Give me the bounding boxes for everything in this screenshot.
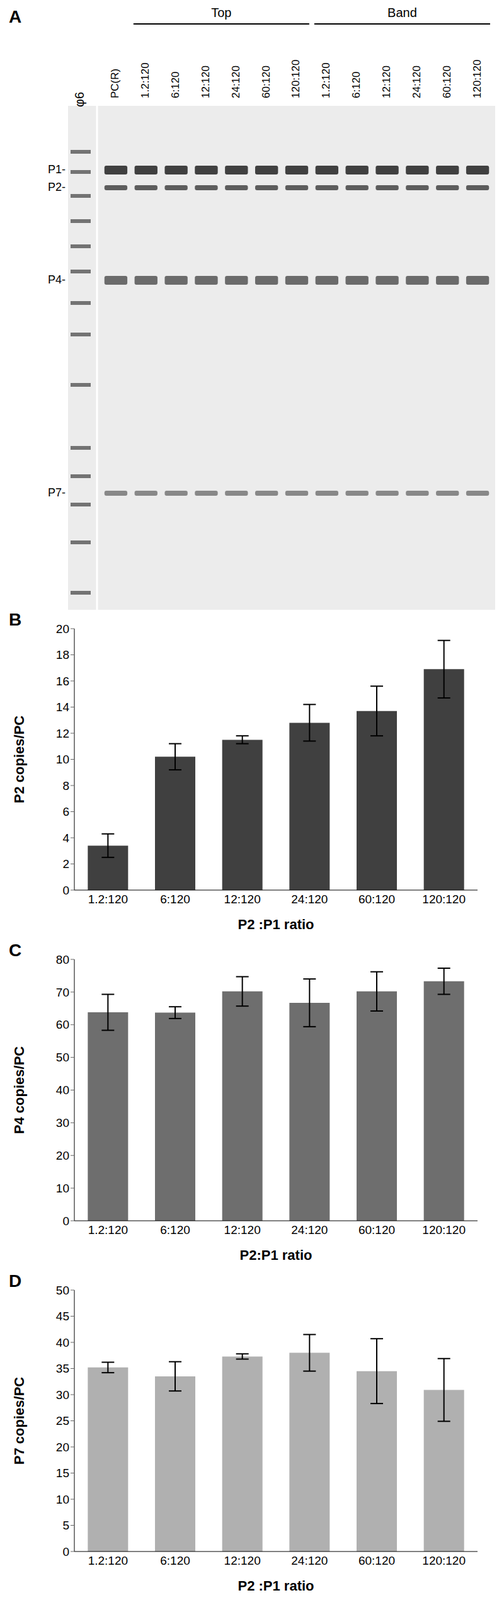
svg-text:6:120: 6:120 [160,1554,191,1568]
svg-text:P2-: P2- [47,180,66,194]
svg-text:60:120: 60:120 [358,1554,396,1568]
svg-text:P2 copies/PC: P2 copies/PC [11,715,28,804]
svg-text:20: 20 [56,1149,70,1163]
svg-text:6:120: 6:120 [160,1223,191,1237]
svg-text:40: 40 [56,1083,70,1097]
svg-text:4: 4 [62,831,70,845]
svg-text:0: 0 [62,1545,70,1559]
svg-text:30: 30 [56,1116,70,1130]
svg-text:P4-: P4- [47,273,66,287]
svg-text:Top: Top [211,5,232,20]
svg-text:24:120: 24:120 [291,1223,328,1237]
svg-text:120:120: 120:120 [422,1223,466,1237]
svg-text:12:120: 12:120 [224,1223,261,1237]
svg-text:5: 5 [62,1518,70,1533]
svg-text:35: 35 [56,1362,70,1376]
svg-text:A: A [8,6,22,27]
svg-text:1.2:120: 1.2:120 [88,1223,128,1237]
svg-text:45: 45 [56,1309,70,1323]
svg-text:10: 10 [56,1493,70,1507]
svg-text:70: 70 [56,985,70,1000]
svg-text:120:120: 120:120 [289,59,302,99]
svg-text:6:120: 6:120 [160,892,191,906]
svg-text:10: 10 [56,752,70,767]
svg-text:16: 16 [56,674,70,688]
svg-text:12:120: 12:120 [224,892,261,906]
svg-text:15: 15 [56,1466,70,1480]
svg-text:P2:P1 ratio: P2:P1 ratio [240,1247,313,1264]
svg-text:0: 0 [62,1214,70,1228]
svg-text:1.2:120: 1.2:120 [88,1554,128,1568]
svg-text:P1-: P1- [47,163,66,176]
svg-text:P7 copies/PC: P7 copies/PC [11,1377,28,1466]
svg-text:12:120: 12:120 [199,65,212,99]
svg-text:0: 0 [62,883,70,898]
svg-text:12:120: 12:120 [224,1554,261,1568]
svg-text:60:120: 60:120 [260,65,273,99]
svg-text:PC(R): PC(R) [108,68,121,99]
svg-text:60: 60 [56,1018,70,1032]
svg-text:120:120: 120:120 [422,892,466,906]
svg-text:14: 14 [56,700,70,714]
svg-text:12:120: 12:120 [380,65,393,99]
svg-text:25: 25 [56,1414,70,1428]
svg-text:6:120: 6:120 [169,71,182,99]
svg-text:P7-: P7- [47,486,66,499]
svg-text:60:120: 60:120 [358,1223,396,1237]
svg-text:60:120: 60:120 [441,65,453,99]
svg-text:20: 20 [56,622,70,636]
svg-text:18: 18 [56,648,70,662]
svg-text:24:120: 24:120 [291,892,328,906]
svg-text:120:120: 120:120 [422,1554,466,1568]
svg-text:60:120: 60:120 [358,892,396,906]
svg-text:1.2:120: 1.2:120 [139,62,152,99]
html-text:C: C [8,940,22,961]
svg-text:1.2:120: 1.2:120 [88,892,128,906]
svg-text:6:120: 6:120 [350,71,363,99]
svg-text:10: 10 [56,1181,70,1196]
svg-text:24:120: 24:120 [291,1554,328,1568]
svg-text:φ6: φ6 [72,91,87,108]
html-text:D: D [8,1271,22,1291]
svg-text:24:120: 24:120 [410,65,423,99]
svg-text:1.2:120: 1.2:120 [320,62,333,99]
svg-text:6: 6 [62,805,70,819]
svg-text:50: 50 [56,1283,70,1298]
svg-text:P4 copies/PC: P4 copies/PC [11,1046,28,1135]
svg-text:40: 40 [56,1336,70,1350]
svg-text:Band: Band [387,5,418,20]
svg-text:8: 8 [62,779,70,793]
html-text:B: B [8,609,22,630]
svg-text:2: 2 [62,857,70,871]
svg-text:20: 20 [56,1440,70,1455]
svg-text:120:120: 120:120 [471,59,484,99]
svg-text:12: 12 [56,727,70,741]
svg-text:P2 :P1 ratio: P2 :P1 ratio [237,916,314,933]
svg-text:30: 30 [56,1388,70,1402]
svg-text:24:120: 24:120 [229,65,242,99]
svg-text:50: 50 [56,1050,70,1065]
svg-text:80: 80 [56,953,70,967]
svg-text:P2 :P1 ratio: P2 :P1 ratio [237,1578,314,1594]
